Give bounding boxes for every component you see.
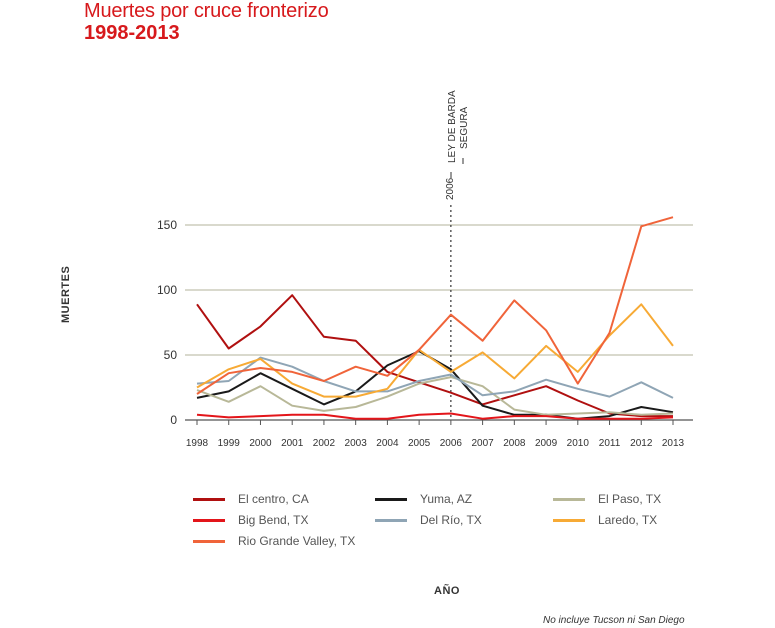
annotation-text-line1: LEY DE BARDA	[447, 90, 458, 163]
x-tick-label: 2005	[408, 438, 431, 449]
legend-swatch	[553, 519, 585, 523]
legend-item: Rio Grande Valley, TX	[193, 534, 355, 548]
legend-label: Del Río, TX	[420, 513, 482, 527]
legend-label: Rio Grande Valley, TX	[238, 534, 356, 548]
series-line-big-bend-tx	[196, 412, 674, 420]
legend-label: El Paso, TX	[598, 492, 662, 506]
y-tick-label: 100	[157, 283, 177, 297]
annotation-year: 2006	[445, 177, 456, 200]
x-tick-label: 2007	[471, 438, 494, 449]
x-tick-label: 2002	[313, 438, 336, 449]
x-tick-label: 2010	[567, 438, 590, 449]
series-line-del-r-o-tx	[196, 356, 674, 399]
legend-swatch	[193, 519, 225, 523]
footnote: No incluye Tucson ni San Diego	[543, 615, 685, 626]
series-line-laredo-tx	[196, 303, 674, 398]
y-tick-label: 50	[164, 348, 178, 362]
legend-item: Yuma, AZ	[375, 492, 472, 506]
x-tick-label: 1999	[218, 438, 241, 449]
legend-item: El centro, CA	[193, 492, 309, 506]
x-tick-label: 2011	[599, 438, 621, 449]
annotation-text-line2: SEGURA	[459, 106, 470, 149]
x-tick-label: 2013	[662, 438, 685, 449]
x-tick-label: 2001	[281, 438, 304, 449]
tick-labels: 0 50 100 150 1998 1999 2000 2001 2002 2003 2004 200…	[157, 218, 685, 449]
series-line-el-centro-ca	[196, 294, 673, 418]
legend-item: Del Río, TX	[375, 513, 482, 527]
legend-swatch	[375, 519, 407, 523]
legend-label: Big Bend, TX	[238, 513, 309, 527]
y-tick-label: 0	[170, 413, 177, 427]
y-axis-label: MUERTES	[60, 265, 72, 323]
legend-label: Laredo, TX	[598, 513, 658, 527]
x-tick-label: 2008	[503, 438, 526, 449]
x-tick-label: 2009	[535, 438, 558, 449]
series-layer	[196, 216, 674, 420]
legend-item: Laredo, TX	[553, 513, 657, 527]
x-tick-label: 2004	[376, 438, 399, 449]
chart-subtitle: 1998-2013	[84, 22, 180, 44]
chart-title: Muertes por cruce fronterizo	[84, 0, 329, 22]
series-line-rio-grande-valley-tx	[196, 216, 674, 395]
x-tick-label: 2012	[630, 438, 653, 449]
y-tick-label: 150	[157, 218, 177, 232]
x-tick-label: 2006	[440, 438, 463, 449]
legend-swatch	[375, 498, 407, 502]
grid-layer	[185, 224, 693, 425]
legend-swatch	[553, 498, 585, 502]
legend-swatch	[193, 540, 225, 544]
x-tick-label: 2000	[249, 438, 272, 449]
legend-item: Big Bend, TX	[193, 513, 309, 527]
x-tick-label: 1998	[186, 438, 209, 449]
legend-label: El centro, CA	[238, 492, 309, 506]
legend-item: El Paso, TX	[553, 492, 661, 506]
legend-label: Yuma, AZ	[420, 492, 473, 506]
x-axis-label: AÑO	[434, 585, 460, 597]
legend-swatch	[193, 498, 225, 502]
x-tick-label: 2003	[345, 438, 368, 449]
series-line-el-paso-tx	[196, 376, 674, 416]
